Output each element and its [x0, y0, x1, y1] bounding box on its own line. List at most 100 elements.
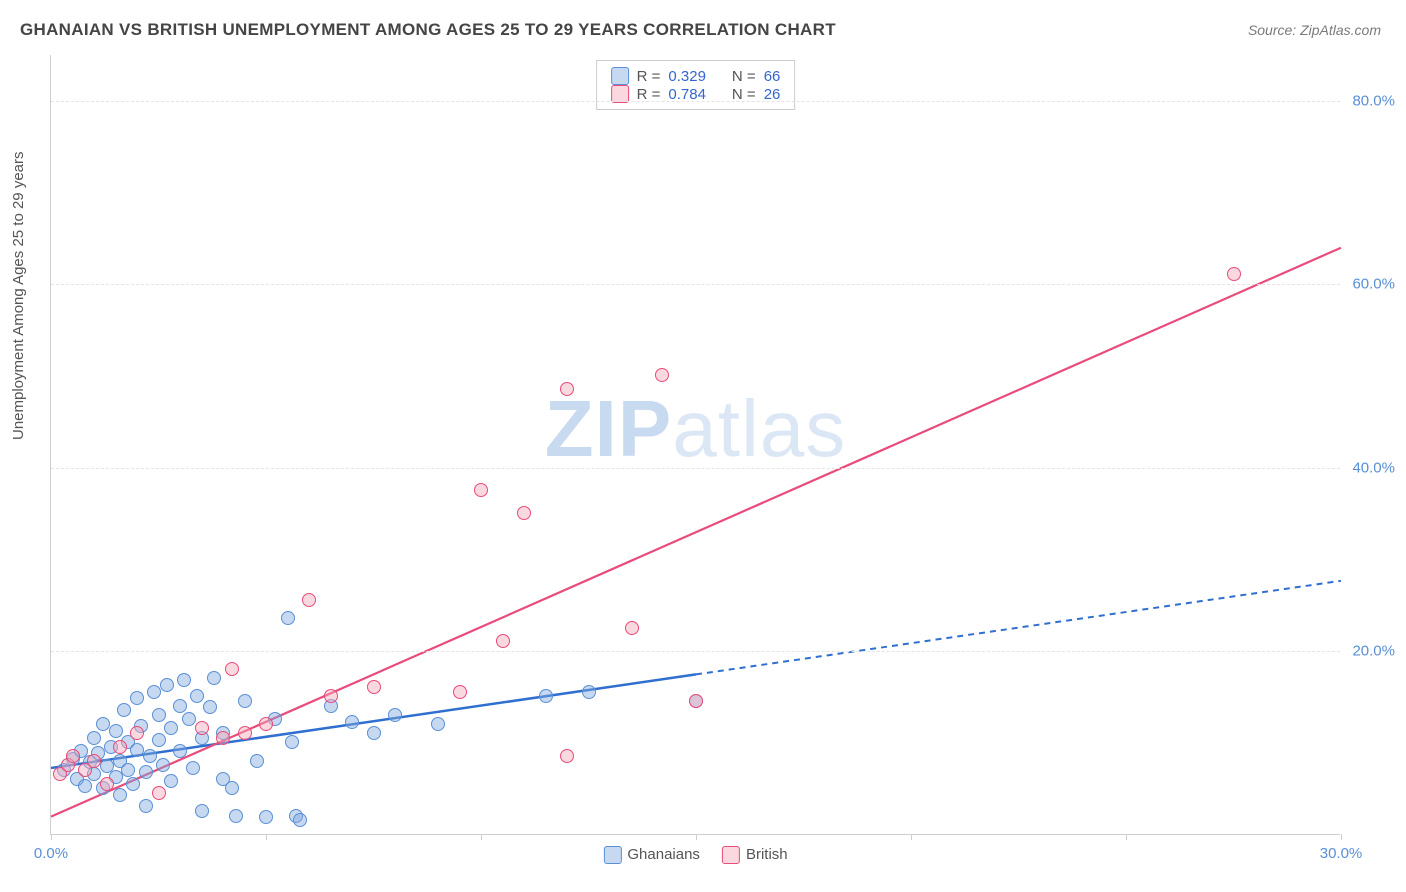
data-point-ghanaians — [431, 717, 445, 731]
data-point-ghanaians — [126, 777, 140, 791]
data-point-british — [1227, 267, 1241, 281]
data-point-british — [87, 754, 101, 768]
data-point-ghanaians — [177, 673, 191, 687]
legend-swatch-icon — [603, 846, 621, 864]
x-tick — [1341, 834, 1342, 840]
r-value-ghanaians: 0.329 — [668, 68, 706, 85]
data-point-ghanaians — [388, 708, 402, 722]
y-tick-label: 40.0% — [1352, 459, 1395, 476]
data-point-british — [689, 694, 703, 708]
data-point-ghanaians — [250, 754, 264, 768]
data-point-british — [152, 786, 166, 800]
data-point-ghanaians — [156, 758, 170, 772]
data-point-ghanaians — [78, 779, 92, 793]
data-point-ghanaians — [139, 765, 153, 779]
data-point-british — [453, 685, 467, 699]
data-point-ghanaians — [190, 689, 204, 703]
data-point-ghanaians — [96, 717, 110, 731]
data-point-ghanaians — [582, 685, 596, 699]
data-point-ghanaians — [207, 671, 221, 685]
gridline — [51, 651, 1340, 652]
data-point-british — [560, 749, 574, 763]
data-point-ghanaians — [130, 691, 144, 705]
data-point-ghanaians — [203, 700, 217, 714]
legend-label-british: British — [746, 846, 788, 863]
gridline — [51, 284, 1340, 285]
x-tick — [481, 834, 482, 840]
data-point-british — [367, 680, 381, 694]
gridline — [51, 468, 1340, 469]
data-point-british — [216, 731, 230, 745]
correlation-legend: R = 0.329 N = 66 R = 0.784 N = 26 — [596, 60, 796, 110]
data-point-british — [302, 593, 316, 607]
legend-swatch-ghanaians — [611, 67, 629, 85]
n-value-ghanaians: 66 — [764, 68, 781, 85]
data-point-ghanaians — [117, 703, 131, 717]
data-point-british — [474, 483, 488, 497]
data-point-ghanaians — [186, 761, 200, 775]
n-label: N = — [732, 68, 756, 85]
gridline — [51, 101, 1340, 102]
data-point-british — [625, 621, 639, 635]
x-tick — [1126, 834, 1127, 840]
x-tick-label: 30.0% — [1320, 845, 1363, 862]
series-legend: Ghanaians British — [603, 846, 787, 864]
data-point-ghanaians — [121, 763, 135, 777]
data-point-ghanaians — [109, 724, 123, 738]
data-point-ghanaians — [164, 774, 178, 788]
data-point-british — [66, 749, 80, 763]
r-label: R = — [637, 68, 661, 85]
data-point-ghanaians — [130, 743, 144, 757]
data-point-british — [113, 740, 127, 754]
data-point-ghanaians — [229, 809, 243, 823]
data-point-british — [225, 662, 239, 676]
data-point-british — [517, 506, 531, 520]
y-tick-label: 60.0% — [1352, 276, 1395, 293]
legend-item-british: British — [722, 846, 788, 864]
data-point-ghanaians — [173, 699, 187, 713]
legend-label-ghanaians: Ghanaians — [627, 846, 700, 863]
data-point-british — [238, 726, 252, 740]
data-point-ghanaians — [173, 744, 187, 758]
data-point-ghanaians — [164, 721, 178, 735]
data-point-ghanaians — [539, 689, 553, 703]
y-axis-label: Unemployment Among Ages 25 to 29 years — [10, 151, 27, 440]
x-tick — [51, 834, 52, 840]
chart-title: GHANAIAN VS BRITISH UNEMPLOYMENT AMONG A… — [20, 20, 836, 40]
data-point-ghanaians — [367, 726, 381, 740]
data-point-british — [496, 634, 510, 648]
data-point-british — [100, 777, 114, 791]
data-point-ghanaians — [147, 685, 161, 699]
data-point-ghanaians — [195, 804, 209, 818]
legend-swatch-icon — [722, 846, 740, 864]
data-point-ghanaians — [238, 694, 252, 708]
legend-row-ghanaians: R = 0.329 N = 66 — [611, 67, 781, 85]
data-point-ghanaians — [152, 708, 166, 722]
data-point-british — [195, 721, 209, 735]
trend-lines — [51, 55, 1340, 834]
data-point-ghanaians — [152, 733, 166, 747]
data-point-ghanaians — [160, 678, 174, 692]
x-tick-label: 0.0% — [34, 845, 68, 862]
data-point-british — [655, 368, 669, 382]
data-point-ghanaians — [259, 810, 273, 824]
source-label: Source: ZipAtlas.com — [1248, 22, 1381, 38]
y-tick-label: 80.0% — [1352, 92, 1395, 109]
legend-item-ghanaians: Ghanaians — [603, 846, 700, 864]
data-point-ghanaians — [285, 735, 299, 749]
data-point-british — [259, 717, 273, 731]
x-tick — [911, 834, 912, 840]
data-point-ghanaians — [345, 715, 359, 729]
y-tick-label: 20.0% — [1352, 643, 1395, 660]
data-point-british — [324, 689, 338, 703]
plot-area: ZIPatlas R = 0.329 N = 66 R = 0.784 N = … — [50, 55, 1340, 835]
data-point-ghanaians — [87, 731, 101, 745]
data-point-ghanaians — [143, 749, 157, 763]
data-point-ghanaians — [182, 712, 196, 726]
data-point-ghanaians — [139, 799, 153, 813]
x-tick — [696, 834, 697, 840]
data-point-british — [130, 726, 144, 740]
data-point-ghanaians — [113, 788, 127, 802]
data-point-ghanaians — [281, 611, 295, 625]
data-point-ghanaians — [225, 781, 239, 795]
